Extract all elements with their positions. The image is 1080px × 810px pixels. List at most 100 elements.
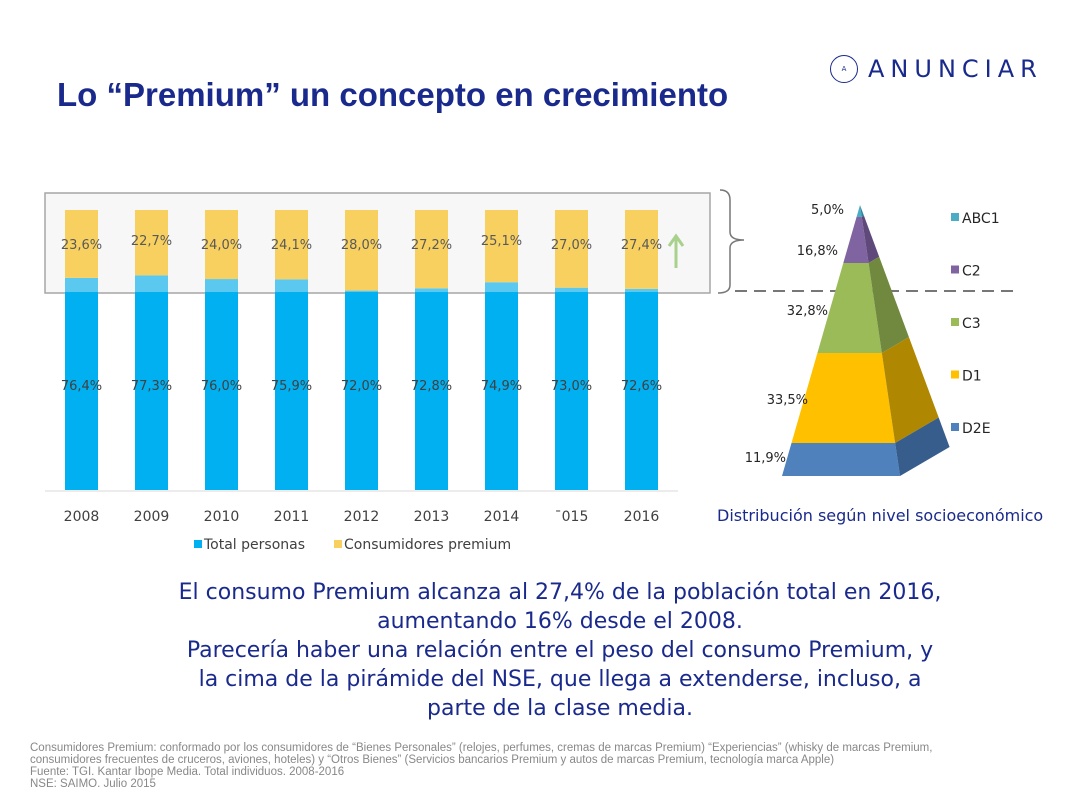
label-premium-2009: 22,7%: [131, 234, 172, 249]
bar-premium-2013: [415, 210, 448, 289]
message-line: aumentando 16% desde el 2008.: [377, 609, 743, 634]
logo-text: ANUNCIAR: [868, 55, 1043, 83]
legend-label-total: Total personas: [203, 537, 305, 553]
pyramid-front-C2: [843, 217, 869, 263]
bar-total-top-2013: [415, 288, 448, 292]
x-tick-2011: 2011: [274, 509, 310, 525]
label-premium-2015: 27,0%: [551, 238, 592, 253]
label-total-2009: 77,3%: [131, 379, 172, 394]
pyramid-caption: Distribución según nivel socioeconómico: [717, 506, 1044, 525]
bar-premium-2008: [65, 210, 98, 278]
message-line: la cima de la pirámide del NSE, que lleg…: [198, 667, 922, 692]
pyramid-front-D1: [791, 353, 896, 443]
pyramid-side-D2E: [895, 417, 950, 476]
pyramid-label-C2: 16,8%: [797, 244, 838, 259]
bar-premium-2015: [555, 210, 588, 288]
footnote: Fuente: TGI. Kantar Ibope Media. Total i…: [30, 766, 345, 778]
legend-label-D1: D1: [962, 369, 982, 385]
legend-label-D2E: D2E: [962, 421, 991, 437]
pyramid-label-D2E: 11,9%: [745, 451, 786, 466]
label-total-2008: 76,4%: [61, 379, 102, 394]
bar-total-top-2011: [275, 279, 308, 292]
footnotes: Consumidores Premium: conformado por los…: [30, 742, 932, 790]
legend: Total personas Consumidores premium: [194, 537, 511, 553]
label-total-2016: 72,6%: [621, 379, 662, 394]
x-tick-2013: 2013: [414, 509, 450, 525]
label-premium-2016: 27,4%: [621, 238, 662, 253]
label-total-2011: 75,9%: [271, 379, 312, 394]
x-tick-2010: 2010: [204, 509, 240, 525]
pyramid-label-C3: 32,8%: [787, 304, 828, 319]
legend-swatch-D1: [951, 370, 959, 379]
message-line: El consumo Premium alcanza al 27,4% de l…: [178, 580, 942, 605]
pyramid-label-D1: 33,5%: [767, 393, 808, 408]
bar-total-2015: [555, 292, 588, 490]
pyramid-side-C2: [861, 215, 880, 263]
pyramid-front-D2E: [782, 443, 900, 476]
bar-total-2010: [205, 292, 238, 490]
trend-arrow-icon: [667, 233, 685, 268]
bar-premium-2016: [625, 210, 658, 289]
label-total-2013: 72,8%: [411, 379, 452, 394]
bar-premium-2012: [345, 210, 378, 291]
bar-total-top-2016: [625, 288, 658, 292]
bar-total-2009: [135, 292, 168, 490]
legend-swatch-total: [194, 540, 202, 548]
label-premium-2014: 25,1%: [481, 234, 522, 249]
pyramid-front-C3: [817, 263, 882, 353]
bar-total-top-2008: [65, 277, 98, 292]
bar-total-2013: [415, 292, 448, 490]
bracket: [717, 189, 745, 294]
footnote: consumidores frecuentes de cruceros, avi…: [30, 754, 835, 766]
label-premium-2012: 28,0%: [341, 238, 382, 253]
pyramid-label-ABC1: 5,0%: [811, 203, 844, 218]
bar-total-top-2012: [345, 290, 378, 292]
label-premium-2008: 23,6%: [61, 238, 102, 253]
legend-label-ABC1: ABC1: [962, 211, 1000, 227]
pyramid-front-ABC1: [856, 205, 862, 217]
legend-swatch-C2: [951, 265, 959, 274]
message-line: parte de la clase media.: [427, 696, 693, 721]
bar-total-top-2010: [205, 279, 238, 292]
x-tick-2014: 2014: [484, 509, 520, 525]
bar-chart: 76,4% 23,6% 2008 77,3% 22,7% 2009 76,0% 24,0% 20…: [44, 189, 1015, 553]
pyramid-side-ABC1: [860, 205, 864, 217]
legend-swatch-premium: [334, 540, 342, 548]
page-title: Lo “Premium” un concepto en crecimiento: [57, 76, 729, 113]
legend-swatch-ABC1: [951, 213, 959, 221]
pyramid-side-C3: [868, 256, 909, 353]
bar-premium-2011: [275, 210, 308, 280]
legend-swatch-D2E: [951, 423, 959, 431]
x-tick-2009: 2009: [134, 509, 170, 525]
bar-total-top-2014: [485, 282, 518, 292]
anunciar-logo: A ANUNCIAR: [830, 55, 1043, 83]
label-total-2012: 72,0%: [341, 379, 382, 394]
bar-total-top-2015: [555, 287, 588, 292]
footnote: Consumidores Premium: conformado por los…: [30, 742, 933, 754]
label-total-2014: 74,9%: [481, 379, 522, 394]
bar-total-2016: [625, 292, 658, 490]
label-premium-2010: 24,0%: [201, 238, 242, 253]
legend-label-premium: Consumidores premium: [344, 537, 511, 553]
legend-label-C2: C2: [962, 264, 981, 280]
pyramid-side-D1: [881, 337, 939, 443]
label-total-2010: 76,0%: [201, 379, 242, 394]
bar-premium-2014: [485, 210, 518, 283]
logo-mark-icon: A: [830, 55, 858, 83]
label-premium-2011: 24,1%: [271, 238, 312, 253]
bar-total-2011: [275, 292, 308, 490]
bar-total-2008: [65, 292, 98, 490]
bar-premium-2010: [205, 210, 238, 280]
label-total-2015: 73,0%: [551, 379, 592, 394]
bar-total-top-2009: [135, 275, 168, 292]
legend-swatch-C3: [951, 318, 959, 326]
bar-total-2014: [485, 292, 518, 490]
key-message: El consumo Premium alcanza al 27,4% de l…: [120, 578, 1000, 723]
x-tick-2008: 2008: [64, 509, 100, 525]
x-tick-2012: 2012: [344, 509, 380, 525]
footnote: NSE: SAIMO. Julio 2015: [30, 778, 156, 790]
label-premium-2013: 27,2%: [411, 238, 452, 253]
x-tick-2015: ¯015: [555, 509, 589, 525]
message-line: Parecería haber una relación entre el pe…: [186, 638, 934, 663]
